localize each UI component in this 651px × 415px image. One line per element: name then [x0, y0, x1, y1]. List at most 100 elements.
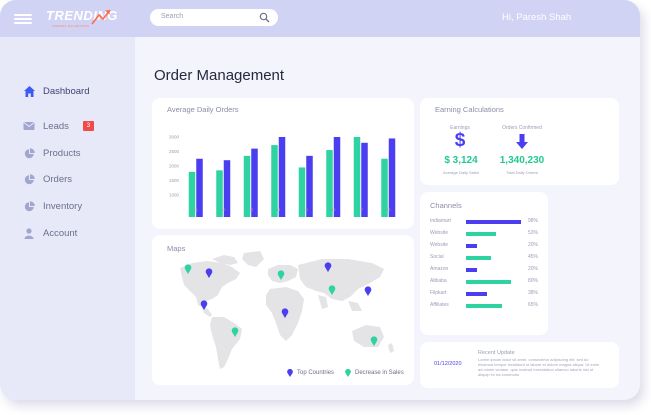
channel-percent: 20% — [528, 266, 539, 272]
recent-update-text: Lorem ipsum dolor sit amet, consectetur … — [478, 357, 600, 377]
channels-card: Channels Indiamart 98% Website 53% Website 20… — [420, 192, 548, 335]
x-tick-label: 01 — [194, 207, 199, 212]
legend-top-countries: Top Countries — [287, 369, 334, 377]
chart-bar[interactable] — [306, 155, 313, 217]
sidebar-item-products[interactable]: Products — [22, 146, 81, 160]
user-greeting[interactable]: Hi, Paresh Shah — [502, 12, 572, 23]
sidebar-item-label: Leads — [43, 120, 69, 132]
x-tick-label: 04 — [276, 207, 281, 212]
leads-count-badge: 3 — [82, 121, 94, 131]
map-pin-icon[interactable] — [324, 262, 332, 272]
sidebar-item-label: Account — [43, 227, 78, 239]
sidebar-item-dashboard[interactable]: Dashboard — [22, 84, 89, 98]
channel-bar — [466, 232, 496, 236]
main-content: Order Management Average Daily Orders 30… — [135, 37, 640, 400]
recent-update-date: 01/12/2020 — [434, 361, 462, 367]
sidebar-item-account[interactable]: Account — [22, 226, 77, 240]
chart-bar[interactable] — [388, 138, 396, 217]
chart-bar[interactable] — [361, 142, 368, 217]
x-tick-label: 03 — [249, 207, 254, 212]
x-tick-label: 05 — [304, 207, 309, 212]
chart-bar[interactable] — [196, 158, 203, 217]
map-pin-icon[interactable] — [370, 336, 378, 346]
map-pin-icon[interactable] — [200, 300, 208, 310]
earnings-block: Earnings $ — [440, 125, 480, 151]
sidebar-item-orders[interactable]: Orders — [22, 172, 72, 186]
channel-name: Affiliates — [430, 302, 449, 308]
search-input[interactable]: Search — [150, 9, 278, 26]
orders-label: Orders Confirmed — [502, 125, 542, 131]
logo-text: TRENDING — [46, 8, 118, 23]
y-tick-label: 2000 — [169, 164, 180, 169]
chart-bar[interactable] — [188, 171, 196, 217]
chart-bar[interactable] — [216, 170, 223, 217]
x-tick-label: 02 — [221, 207, 226, 212]
map-pin-icon[interactable] — [328, 285, 336, 295]
channel-percent: 20% — [528, 242, 539, 248]
map-pin-icon[interactable] — [184, 264, 192, 274]
average-daily-orders-chart: 3000 2500 2000 1500 1000 01 02 03 04 05 06 07 08 — [169, 135, 396, 217]
map-pin-icon[interactable] — [231, 327, 239, 337]
channel-bar — [466, 220, 521, 224]
app-window: TRENDING ORDERS DASHBOARD Search Hi, Par… — [0, 0, 640, 400]
chart-bar[interactable] — [298, 167, 306, 217]
pie-icon — [22, 172, 36, 186]
channel-percent: 80% — [528, 278, 539, 284]
sidebar-item-inventory[interactable]: Inventory — [22, 199, 82, 213]
channel-percent: 45% — [528, 254, 539, 260]
top-bar: TRENDING ORDERS DASHBOARD Search Hi, Par… — [0, 0, 640, 37]
channel-name: Website — [430, 242, 448, 248]
channel-bar — [466, 256, 492, 260]
map-pin-icon[interactable] — [281, 308, 289, 318]
pin-icon — [287, 369, 293, 377]
search-placeholder: Search — [161, 13, 184, 20]
logo-subtitle: ORDERS DASHBOARD — [52, 24, 90, 28]
chart-bar[interactable] — [251, 148, 258, 217]
channel-bar — [466, 280, 511, 284]
channel-bar — [466, 304, 503, 308]
earnings-label: Earnings — [450, 125, 470, 131]
y-tick-label: 1000 — [169, 193, 180, 198]
y-tick-label: 1500 — [169, 178, 180, 183]
earnings-value: $ 3,124 — [444, 155, 478, 166]
orders-subtitle: Total Daily Orders — [506, 170, 538, 175]
channel-percent: 38% — [528, 290, 539, 296]
user-icon — [22, 226, 36, 240]
y-tick-label: 3000 — [169, 135, 180, 140]
search-icon[interactable] — [259, 12, 270, 23]
dollar-icon: $ — [454, 130, 466, 151]
earnings-subtitle: Average Daily Sales — [443, 170, 479, 175]
y-tick-label: 2500 — [169, 149, 180, 154]
channel-percent: 98% — [528, 218, 539, 224]
chart-bar[interactable] — [271, 145, 278, 217]
logo[interactable]: TRENDING ORDERS DASHBOARD — [46, 6, 126, 30]
chart-bar[interactable] — [326, 150, 333, 217]
legend-label: Decrease in Sales — [355, 370, 404, 376]
channel-name: Alibaba — [430, 278, 447, 284]
chart-bar[interactable] — [381, 158, 388, 217]
chart-bar[interactable] — [223, 160, 231, 217]
orders-value: 1,340,230 — [499, 155, 545, 166]
chart-bar[interactable] — [278, 137, 286, 217]
chart-bar[interactable] — [353, 137, 361, 217]
chart-bar[interactable] — [333, 137, 341, 217]
sidebar-item-leads[interactable]: Leads 3 — [22, 119, 94, 133]
recent-update-title: Recent Update — [478, 350, 515, 356]
map-pin-icon[interactable] — [277, 270, 285, 280]
legend-label: Top Countries — [297, 370, 335, 376]
map-pin-icon[interactable] — [205, 268, 213, 278]
chart-bar[interactable] — [243, 155, 251, 217]
menu-icon[interactable] — [14, 14, 32, 24]
map-pin-icon[interactable] — [364, 286, 372, 296]
card-title: Earning Calculations — [435, 105, 504, 114]
x-tick-label: 07 — [359, 207, 364, 212]
channel-bar — [466, 244, 478, 248]
maps-card: Maps — [152, 235, 414, 385]
world-map — [180, 251, 394, 369]
channel-name: Social — [430, 254, 444, 260]
sidebar-item-label: Products — [43, 147, 81, 159]
channel-name: Website — [430, 230, 448, 236]
logo-arrow-icon — [91, 9, 111, 25]
channel-name: Amazon — [430, 266, 449, 272]
x-tick-label: 08 — [386, 207, 391, 212]
